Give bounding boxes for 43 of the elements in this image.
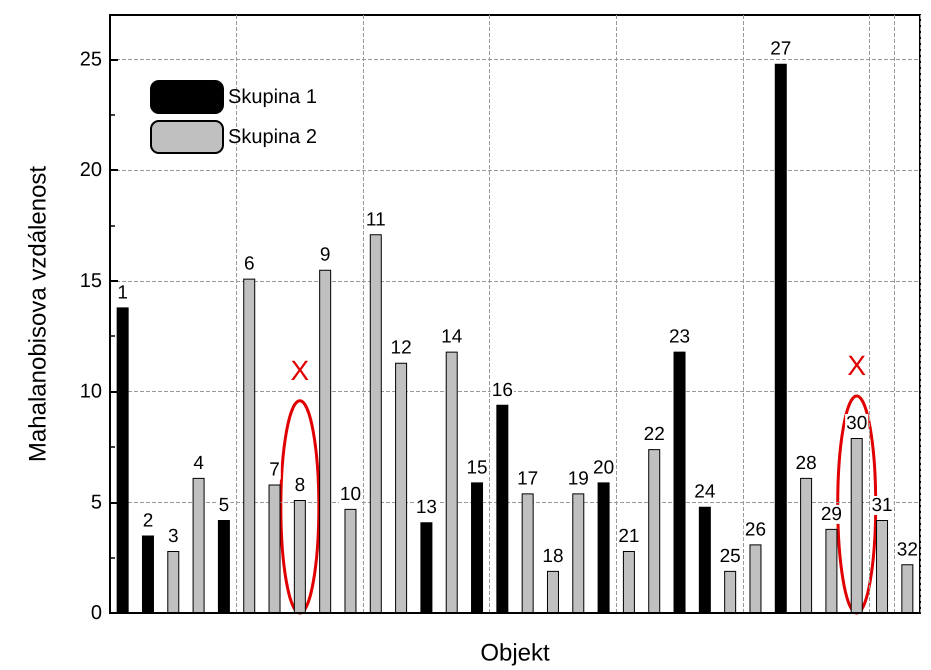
x-tick-label: 2 — [142, 510, 154, 532]
y-axis-title: Mahalanobisova vzdálenost — [24, 166, 52, 462]
x-tick-label: 7 — [269, 460, 280, 481]
x-tick-label: 20 — [593, 457, 614, 478]
x-tick-label: 9 — [320, 244, 330, 266]
x-tick-label: 4 — [193, 452, 204, 474]
x-tick-label: 29 — [820, 504, 842, 525]
x-tick-label: 24 — [694, 482, 716, 503]
x-tick-label: 19 — [568, 468, 589, 490]
x-tick-label: 11 — [366, 209, 386, 230]
x-tick-label: 16 — [492, 380, 513, 401]
x-tick-label: 10 — [340, 484, 362, 505]
x-tick-label: 28 — [796, 452, 817, 474]
x-tick-label: 6 — [244, 254, 255, 275]
x-tick-label: 12 — [390, 338, 412, 359]
x-tick-label: 5 — [218, 494, 230, 516]
x-tick-label: 13 — [416, 497, 437, 518]
x-tick-label: 15 — [466, 457, 488, 478]
y-tick-label: 0 — [90, 602, 102, 624]
x-tick-label: 30 — [846, 413, 868, 434]
x-tick-label: 26 — [744, 519, 766, 540]
x-tick-label: 31 — [871, 494, 893, 516]
x-tick-label: 3 — [168, 526, 179, 547]
y-tick-label: 15 — [80, 270, 102, 292]
x-tick-label: 23 — [668, 326, 690, 348]
x-tick-label: 22 — [644, 424, 665, 446]
y-tick-label: 10 — [80, 380, 102, 403]
annotation: X — [290, 354, 310, 386]
x-tick-label: 32 — [896, 539, 918, 560]
x-tick-label: 8 — [294, 475, 306, 496]
x-tick-label: 1 — [117, 282, 128, 304]
x-tick-label: 17 — [517, 468, 538, 490]
y-tick-label: 20 — [80, 159, 102, 182]
x-tick-label: 27 — [770, 38, 792, 60]
x-tick-label: 21 — [618, 526, 640, 547]
legend-label: Skupina 1 — [228, 86, 317, 108]
x-axis-title: Objekt — [480, 640, 550, 666]
x-tick-label: 18 — [542, 546, 564, 567]
legend-label: Skupina 2 — [228, 126, 317, 148]
x-tick-label: 25 — [720, 546, 741, 567]
y-tick-label: 25 — [80, 48, 102, 70]
annotation: X — [847, 350, 866, 382]
x-tick-label: 14 — [441, 326, 463, 348]
